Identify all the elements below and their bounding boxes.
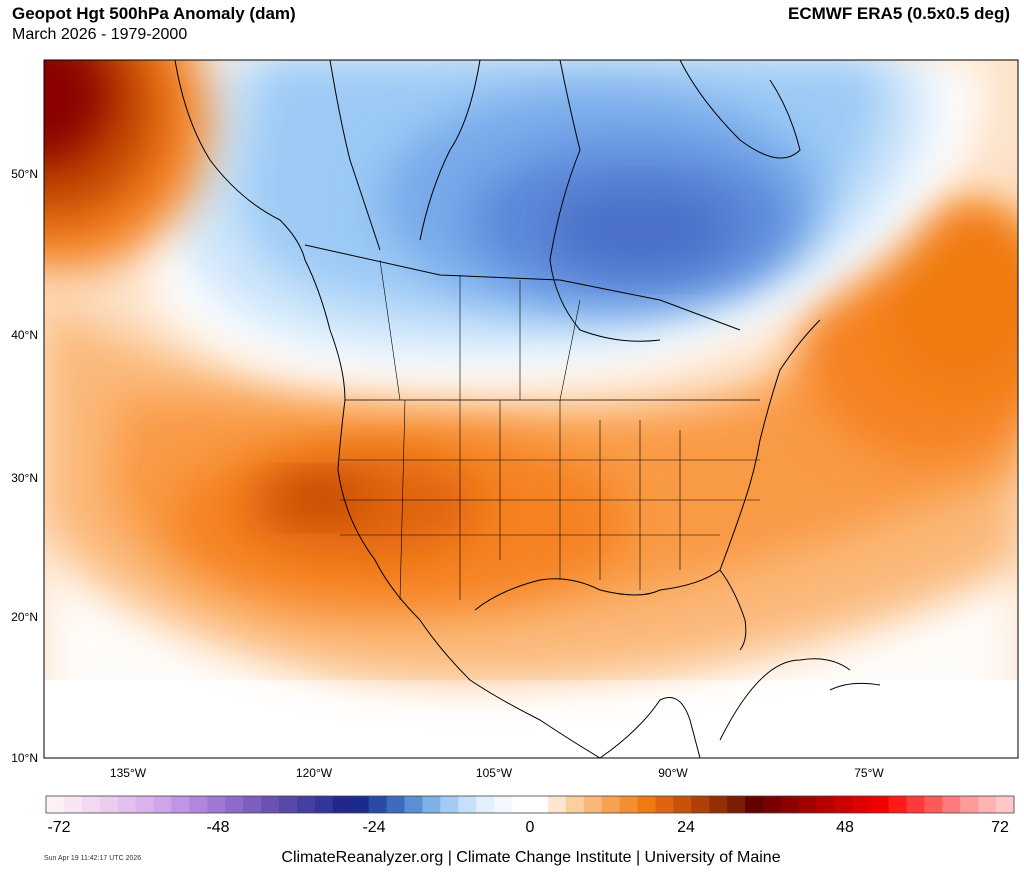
lat-label: 50°N [11,167,38,181]
colorbar-swatch [512,796,531,813]
lat-label: 10°N [11,751,38,765]
coastlines [174,60,881,758]
colorbar-swatch [261,796,280,813]
map-frame [43,59,1019,759]
timestamp: Sun Apr 19 11:42:17 UTC 2026 [44,855,142,862]
lon-label: 135°W [110,766,147,780]
credit-line: ClimateReanalyzer.org | Climate Change I… [281,849,781,866]
colorbar-swatch [798,796,818,813]
colorbar-swatch [547,796,567,813]
colorbar-swatch [117,796,137,813]
colorbar-tick: 48 [836,819,854,836]
lon-label: 105°W [476,766,513,780]
map-subtitle: March 2026 - 1979-2000 [12,26,188,43]
colorbar-swatch [189,796,208,813]
colorbar-swatch [565,796,585,813]
colorbar-swatch [422,796,441,813]
colorbar-swatch [727,796,746,813]
colorbar-swatch [870,796,890,813]
colorbar-tick: 0 [525,819,535,836]
colorbar-swatch [153,796,172,813]
colorbar [45,795,1015,814]
colorbar-swatch [978,796,997,813]
colorbar-swatch [296,796,316,813]
colorbar-swatch [135,796,155,813]
colorbar-tick: 72 [991,819,1009,836]
colorbar-border [45,795,1015,814]
colorbar-swatch [46,796,65,813]
colorbar-swatch [440,796,459,813]
colorbar-swatch [673,796,692,813]
colorbar-swatch [834,796,854,813]
colorbar-swatch [279,796,298,813]
colorbar-swatch [530,796,549,813]
colorbar-swatch [350,796,370,813]
colorbar-swatch [404,796,423,813]
lat-label: 40°N [11,328,38,342]
colorbar-swatch [906,796,925,813]
data-source-label: ECMWF ERA5 (0.5x0.5 deg) [788,4,1010,23]
lon-label: 90°W [658,766,688,780]
colorbar-tick: -48 [206,819,230,836]
colorbar-swatch [243,796,262,813]
colorbar-swatch [852,796,872,813]
colorbar-swatch [314,796,334,813]
colorbar-swatch [942,796,961,813]
colorbar-swatch [99,796,119,813]
state-borders [340,259,760,601]
colorbar-swatch [494,796,513,813]
colorbar-swatch [996,796,1015,813]
colorbar-swatch [225,796,244,813]
lat-label: 30°N [11,471,38,485]
longitude-labels: 135°W 120°W 105°W 90°W 75°W [110,766,884,780]
colorbar-swatch [458,796,477,813]
colorbar-tick: -24 [362,819,386,836]
colorbar-swatch [780,796,800,813]
colorbar-swatch [368,796,388,813]
colorbar-swatch [691,796,710,813]
lat-label: 20°N [11,610,38,624]
colorbar-swatch [888,796,907,813]
map-title: Geopot Hgt 500hPa Anomaly (dam) [12,4,296,23]
colorbar-tick: -72 [47,819,71,836]
colorbar-swatch [619,796,639,813]
lon-label: 120°W [296,766,333,780]
colorbar-swatch [476,796,495,813]
colorbar-swatch [332,796,352,813]
colorbar-swatch [207,796,226,813]
colorbar-swatch [171,796,190,813]
colorbar-swatch [63,796,83,813]
colorbar-swatch [637,796,656,813]
colorbar-swatch [655,796,674,813]
lon-label: 75°W [854,766,884,780]
colorbar-tick: 24 [677,819,695,836]
colorbar-swatch [960,796,979,813]
colorbar-swatch [816,796,836,813]
colorbar-swatch [709,796,728,813]
colorbar-swatch [924,796,943,813]
colorbar-swatch [745,796,764,813]
colorbar-swatch [386,796,406,813]
latitude-labels: 50°N 40°N 30°N 20°N 10°N [11,167,38,765]
colorbar-swatch [583,796,603,813]
colorbar-swatch [81,796,101,813]
colorbar-swatch [601,796,621,813]
colorbar-swatch [763,796,782,813]
